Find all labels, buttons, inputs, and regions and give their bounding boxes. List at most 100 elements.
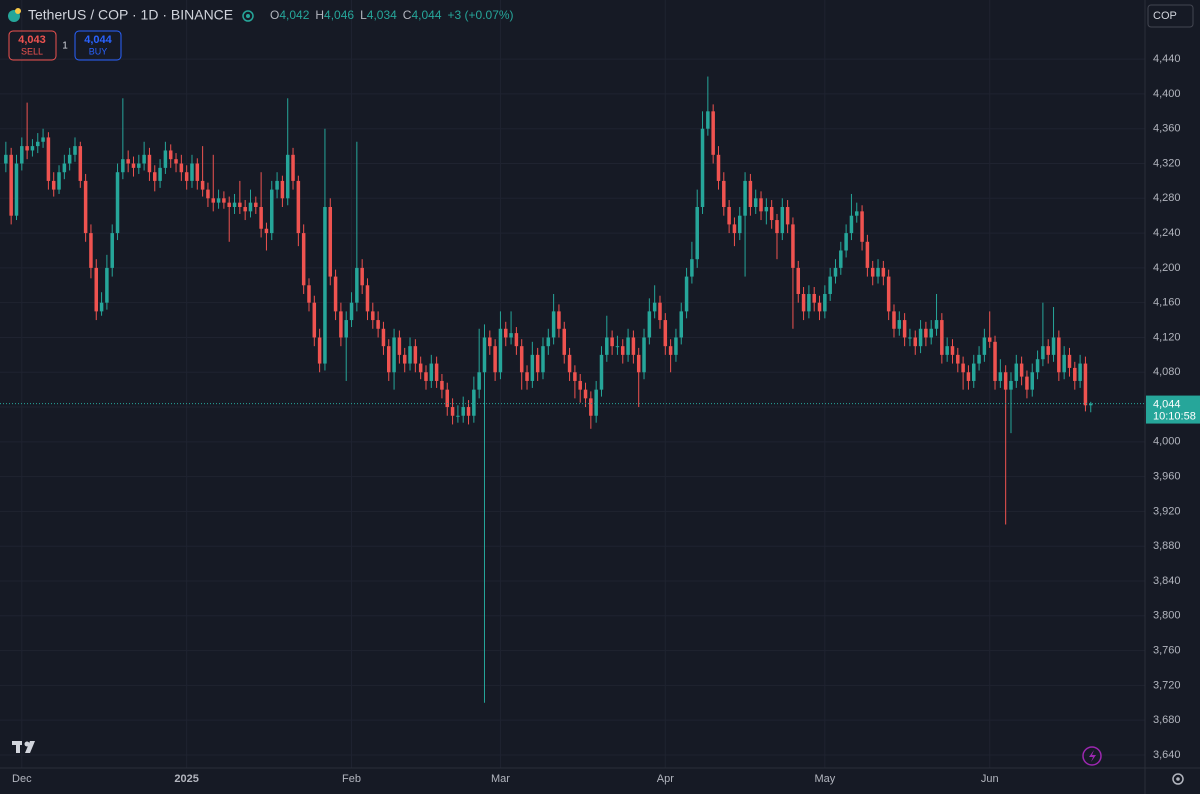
buy-price[interactable]: 4,044 xyxy=(84,34,112,46)
ohlc-value: 4,042 xyxy=(279,8,309,22)
sell-price[interactable]: 4,043 xyxy=(18,34,46,46)
candle-body xyxy=(440,380,444,390)
candle-body xyxy=(716,154,721,181)
candle-body xyxy=(886,276,891,312)
candle-body xyxy=(823,293,827,312)
ohlc-key: H xyxy=(315,8,324,22)
y-tick-label: 4,200 xyxy=(1153,262,1181,274)
candle-body xyxy=(785,207,790,225)
candle-body xyxy=(285,154,290,199)
candle-body xyxy=(509,333,513,338)
market-status-dot xyxy=(246,14,250,18)
ohlc-key: C xyxy=(403,8,412,22)
candle-body xyxy=(1067,354,1072,368)
candle-body xyxy=(679,311,684,338)
y-tick-label: 4,080 xyxy=(1153,366,1181,378)
candle-body xyxy=(652,302,657,312)
candle-body xyxy=(541,346,545,373)
currency-label[interactable]: COP xyxy=(1153,10,1177,22)
candle-body xyxy=(1057,337,1061,373)
lightning-icon xyxy=(1089,750,1096,762)
y-tick-label: 3,960 xyxy=(1153,471,1181,483)
candle-body xyxy=(62,163,67,173)
candle-body xyxy=(238,202,242,208)
candle-body xyxy=(466,407,471,416)
candle-body xyxy=(1019,363,1024,377)
candle-body xyxy=(392,337,396,373)
candle-body xyxy=(902,320,907,338)
candle-body xyxy=(424,372,428,381)
candle-body xyxy=(551,311,556,338)
candle-body xyxy=(727,207,731,225)
candle-body xyxy=(769,207,774,221)
candle-body xyxy=(264,228,269,234)
candle-body xyxy=(355,267,359,303)
candle-body xyxy=(317,337,322,364)
candle-body xyxy=(519,346,524,373)
y-tick-label: 4,320 xyxy=(1153,157,1181,169)
candle-body xyxy=(636,354,641,373)
candle-body xyxy=(626,337,630,355)
candle-body xyxy=(270,189,274,234)
y-tick-label: 4,120 xyxy=(1153,331,1181,343)
candle-body xyxy=(892,311,896,329)
sell-button[interactable] xyxy=(8,30,57,61)
quantity[interactable]: 1 xyxy=(62,41,68,52)
candle-body xyxy=(711,111,715,155)
candle-body xyxy=(557,311,561,329)
candle-body xyxy=(924,328,928,338)
candle-body xyxy=(982,337,987,355)
candle-body xyxy=(674,337,678,355)
buy-label[interactable]: BUY xyxy=(89,46,108,56)
candle-body xyxy=(940,320,944,355)
candle-body xyxy=(1009,380,1013,390)
y-tick-label: 4,440 xyxy=(1153,53,1181,65)
candle-body xyxy=(365,285,370,312)
candle-body xyxy=(1014,363,1019,381)
candle-body xyxy=(227,202,231,208)
candle-body xyxy=(668,346,673,355)
candle-body xyxy=(525,372,529,381)
candle-body xyxy=(870,267,875,277)
candle-body xyxy=(956,354,960,364)
tv-logo xyxy=(12,741,35,753)
candle-body xyxy=(20,146,24,164)
candle-body xyxy=(498,328,503,373)
y-tick-label: 3,720 xyxy=(1153,679,1181,691)
candles xyxy=(4,76,1093,703)
candle-body xyxy=(153,172,157,181)
candle-body xyxy=(631,337,636,355)
ohlc-key: L xyxy=(360,8,367,22)
candle-body xyxy=(174,159,178,164)
candle-body xyxy=(110,233,114,268)
candle-body xyxy=(833,267,838,277)
settings-button[interactable] xyxy=(1172,773,1184,785)
candle-body xyxy=(562,328,567,355)
candle-body xyxy=(41,137,45,142)
candle-body xyxy=(413,346,418,364)
sell-label[interactable]: SELL xyxy=(21,46,43,56)
candle-body xyxy=(222,198,226,203)
y-tick-label: 3,760 xyxy=(1153,644,1181,656)
buy-button[interactable] xyxy=(74,30,122,61)
candle-body xyxy=(126,159,130,164)
candle-body xyxy=(248,202,253,212)
candle-body xyxy=(190,163,194,181)
candle-body xyxy=(599,354,604,390)
candle-body xyxy=(743,180,747,216)
candle-body xyxy=(589,398,593,416)
candle-body xyxy=(945,346,949,355)
candle-body xyxy=(1046,346,1050,355)
currency-button[interactable] xyxy=(1147,4,1194,28)
candle-body xyxy=(477,372,481,390)
candle-body xyxy=(738,215,742,234)
symbol-title[interactable]: TetherUS / COP · 1D · BINANCE xyxy=(28,7,233,23)
candle-body xyxy=(371,311,375,321)
candle-body xyxy=(296,180,301,234)
candle-body xyxy=(179,163,184,173)
candle-body xyxy=(387,346,391,373)
lightning-button[interactable] xyxy=(1082,746,1102,766)
candle-body xyxy=(966,372,971,381)
candle-body xyxy=(695,207,699,260)
candle-body xyxy=(801,293,806,312)
